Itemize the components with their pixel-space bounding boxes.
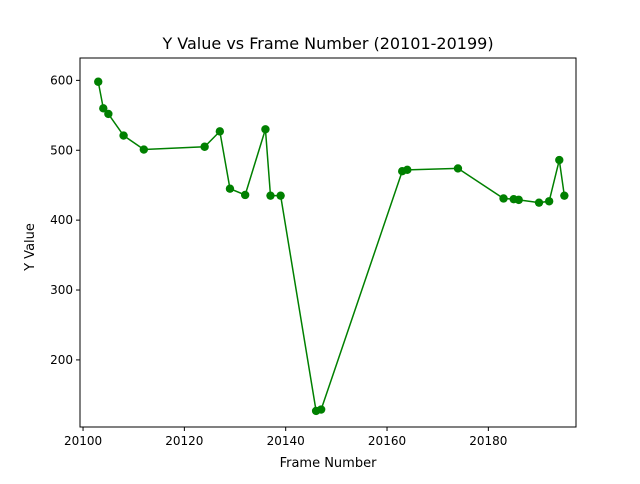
x-tick-label: 20160	[368, 434, 406, 448]
data-point	[99, 104, 108, 113]
x-axis: 20100 20120 20140 20160 20180	[64, 427, 507, 448]
data-point	[215, 127, 225, 136]
data-point	[94, 77, 103, 86]
data-point	[316, 405, 326, 414]
y-tick-label: 400	[50, 213, 73, 227]
x-tick-label: 20100	[64, 434, 102, 448]
data-point	[560, 191, 569, 200]
data-point	[200, 142, 209, 151]
y-tick-label: 500	[50, 143, 73, 157]
axes-frame	[79, 57, 577, 428]
data-point	[261, 125, 270, 134]
data-point	[225, 184, 235, 193]
data-point	[240, 190, 250, 200]
data-point	[276, 191, 285, 200]
data-point	[453, 164, 463, 173]
data-point	[104, 109, 113, 119]
data-point	[555, 155, 564, 165]
x-tick-label: 20180	[469, 434, 507, 448]
data-point	[514, 195, 523, 205]
plot-area	[94, 77, 569, 416]
data-point	[499, 194, 508, 203]
y-tick-label: 300	[50, 283, 73, 297]
y-axis: 200 300 400 500 600	[50, 73, 80, 367]
data-point	[534, 198, 544, 207]
chart-title: Y Value vs Frame Number (20101-20199)	[161, 34, 493, 53]
x-axis-label: Frame Number	[280, 456, 378, 471]
data-point	[266, 191, 275, 200]
data-point	[403, 165, 412, 175]
data-point	[139, 145, 149, 154]
y-tick-label: 600	[50, 73, 73, 87]
y-axis-label: Y Value	[23, 223, 38, 272]
x-tick-label: 20140	[267, 434, 305, 448]
x-tick-label: 20120	[165, 434, 203, 448]
data-point	[544, 197, 554, 206]
data-point	[119, 131, 128, 140]
y-tick-label: 200	[50, 353, 73, 367]
